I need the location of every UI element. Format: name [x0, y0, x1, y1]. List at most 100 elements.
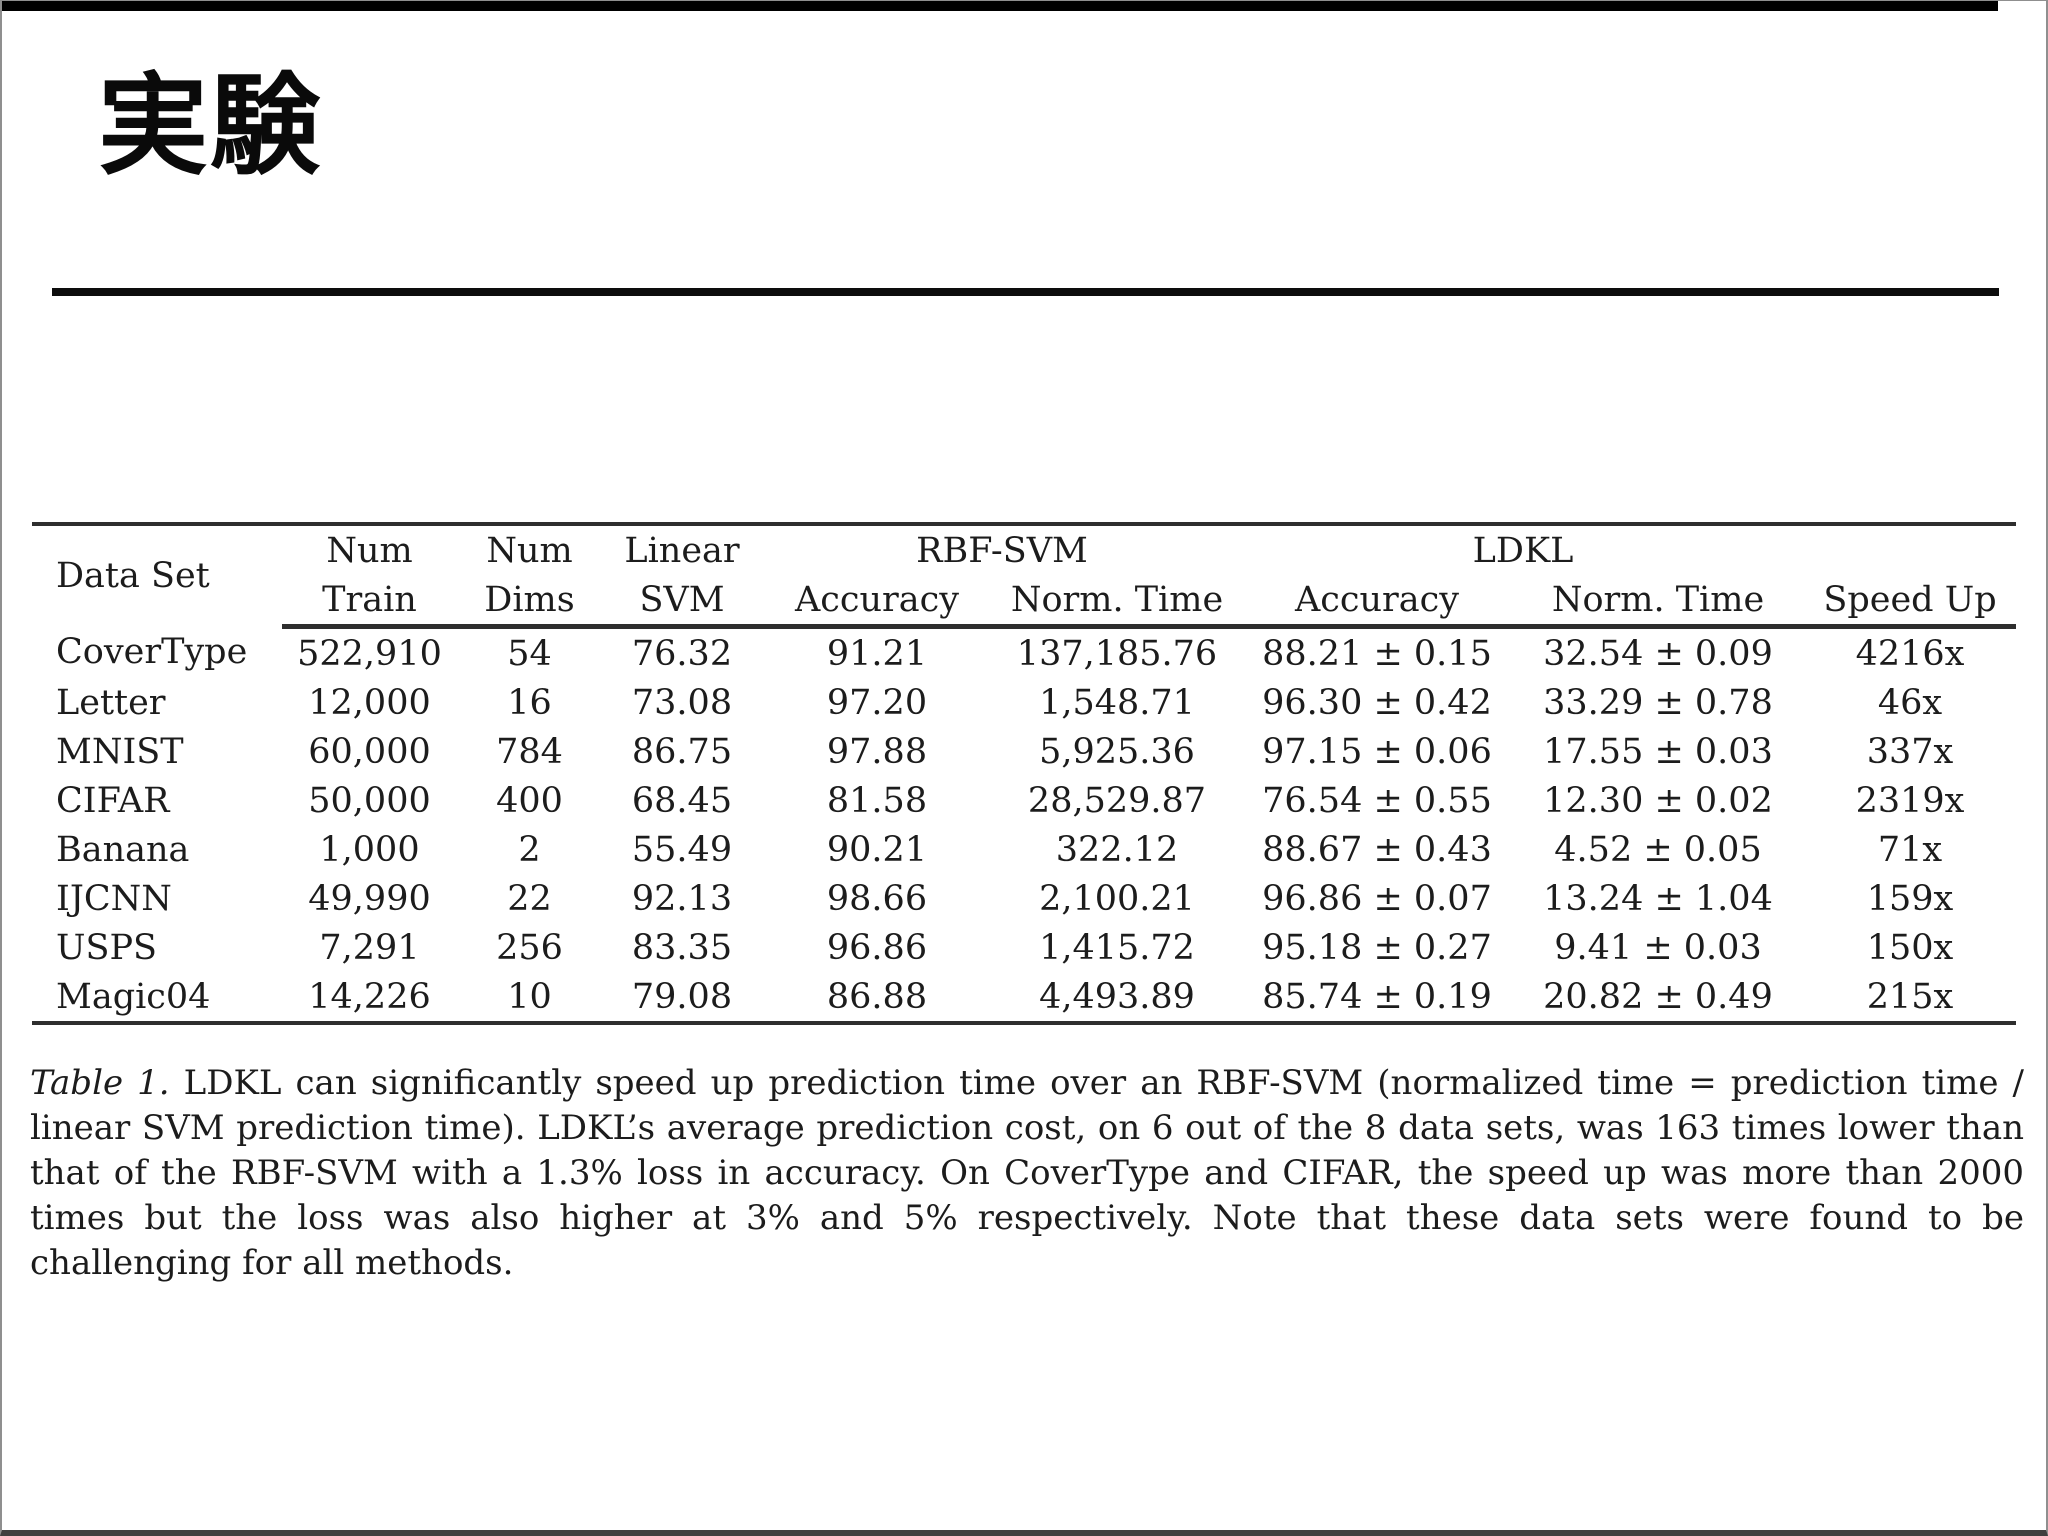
value-cell: 76.54 ± 0.55	[1262, 780, 1492, 821]
col-header-num-train-1: Num	[326, 530, 413, 571]
value-cell: 215x	[1866, 976, 1954, 1017]
col-group-ldkl: LDKL	[1472, 530, 1574, 571]
value-cell: 88.21 ± 0.15	[1262, 633, 1492, 674]
table-row: MNIST 60,000 784 86.75 97.88 5,925.36 97.15 ± …	[32, 727, 2016, 776]
dataset-name-cell: Banana	[56, 829, 190, 870]
value-cell: 12.30 ± 0.02	[1543, 780, 1773, 821]
value-cell: 49,990	[308, 878, 431, 919]
col-header-num-dims-1: Num	[486, 530, 573, 571]
value-cell: 88.67 ± 0.43	[1262, 829, 1492, 870]
value-cell: 17.55 ± 0.03	[1543, 731, 1773, 772]
value-cell: 7,291	[319, 927, 420, 968]
value-cell: 97.20	[826, 682, 928, 723]
value-cell: 137,185.76	[1016, 633, 1218, 674]
value-cell: 83.35	[631, 927, 733, 968]
value-cell: 159x	[1866, 878, 1954, 919]
slide-title: 実験	[98, 61, 322, 190]
value-cell: 76.32	[631, 633, 733, 674]
value-cell: 400	[496, 780, 563, 821]
value-cell: 97.15 ± 0.06	[1262, 731, 1492, 772]
value-cell: 86.88	[826, 976, 928, 1017]
top-bar	[2, 1, 1998, 11]
value-cell: 522,910	[297, 633, 442, 674]
value-cell: 4216x	[1855, 633, 1965, 674]
value-cell: 96.86 ± 0.07	[1262, 878, 1492, 919]
value-cell: 50,000	[308, 780, 431, 821]
header-row-2: Train Dims SVM Accuracy Norm. Time Accur…	[32, 575, 2016, 629]
dataset-name-cell: MNIST	[56, 731, 184, 772]
col-header-num-train-2: Train	[282, 575, 457, 629]
value-cell: 4.52 ± 0.05	[1554, 829, 1762, 870]
results-table-wrap: Data Set Num Num Linear RBF-SVM LDKL Tra…	[32, 522, 2016, 1025]
value-cell: 73.08	[631, 682, 733, 723]
value-cell: 28,529.87	[1027, 780, 1207, 821]
value-cell: 71x	[1877, 829, 1943, 870]
value-cell: 337x	[1866, 731, 1954, 772]
dataset-name-cell: IJCNN	[56, 878, 172, 919]
value-cell: 85.74 ± 0.19	[1262, 976, 1492, 1017]
table-row: CIFAR 50,000 400 68.45 81.58 28,529.87 76.54 ±…	[32, 776, 2016, 825]
table-row: IJCNN 49,990 22 92.13 98.66 2,100.21 96.86 ± 0…	[32, 874, 2016, 923]
table-row: Letter 12,000 16 73.08 97.20 1,548.71 96.30 ± …	[32, 678, 2016, 727]
value-cell: 81.58	[826, 780, 928, 821]
table-header: Data Set Num Num Linear RBF-SVM LDKL Tra…	[32, 524, 2016, 629]
col-header-num-dims-2: Dims	[457, 575, 602, 629]
value-cell: 322.12	[1055, 829, 1179, 870]
value-cell: 150x	[1866, 927, 1954, 968]
table-caption: Table 1. LDKL can significantly speed up…	[30, 1061, 2024, 1286]
col-header-data-set: Data Set	[56, 556, 210, 597]
col-header-linear-svm-1: Linear	[624, 530, 740, 571]
col-header-speedup-spacer	[1804, 524, 2016, 575]
dataset-name-cell: USPS	[56, 927, 158, 968]
table-row: Banana 1,000 2 55.49 90.21 322.12 88.67 ± 0.43…	[32, 825, 2016, 874]
value-cell: 55.49	[631, 829, 733, 870]
value-cell: 46x	[1877, 682, 1943, 723]
value-cell: 91.21	[826, 633, 928, 674]
value-cell: 68.45	[631, 780, 733, 821]
value-cell: 12,000	[308, 682, 431, 723]
value-cell: 22	[507, 878, 552, 919]
value-cell: 32.54 ± 0.09	[1543, 633, 1773, 674]
value-cell: 97.88	[826, 731, 928, 772]
value-cell: 92.13	[631, 878, 733, 919]
col-header-rbf-norm-time: Norm. Time	[992, 575, 1242, 629]
value-cell: 16	[507, 682, 552, 723]
value-cell: 256	[496, 927, 563, 968]
value-cell: 10	[507, 976, 552, 1017]
caption-text: LDKL can significantly speed up predicti…	[30, 1063, 2024, 1283]
col-header-speed-up: Speed Up	[1804, 575, 2016, 629]
caption-label: Table 1.	[30, 1063, 170, 1103]
dataset-name-cell: Magic04	[56, 976, 211, 1017]
value-cell: 98.66	[826, 878, 928, 919]
col-group-rbf-svm: RBF-SVM	[916, 530, 1088, 571]
value-cell: 2319x	[1855, 780, 1965, 821]
col-header-ldkl-accuracy: Accuracy	[1242, 575, 1512, 629]
results-table: Data Set Num Num Linear RBF-SVM LDKL Tra…	[32, 522, 2016, 1025]
dataset-name-cell: CoverType	[56, 632, 248, 673]
value-cell: 86.75	[631, 731, 733, 772]
value-cell: 4,493.89	[1039, 976, 1195, 1017]
value-cell: 90.21	[826, 829, 928, 870]
value-cell: 96.30 ± 0.42	[1262, 682, 1492, 723]
value-cell: 2,100.21	[1039, 878, 1195, 919]
value-cell: 95.18 ± 0.27	[1262, 927, 1492, 968]
col-header-rbf-accuracy: Accuracy	[762, 575, 992, 629]
value-cell: 1,000	[319, 829, 420, 870]
value-cell: 1,415.72	[1039, 927, 1195, 968]
value-cell: 784	[496, 731, 563, 772]
col-header-linear-svm-2: SVM	[602, 575, 762, 629]
value-cell: 13.24 ± 1.04	[1543, 878, 1773, 919]
value-cell: 1,548.71	[1039, 682, 1195, 723]
table-row: USPS 7,291 256 83.35 96.86 1,415.72 95.18 ± 0.…	[32, 923, 2016, 972]
value-cell: 20.82 ± 0.49	[1543, 976, 1773, 1017]
value-cell: 79.08	[631, 976, 733, 1017]
value-cell: 60,000	[308, 731, 431, 772]
table-row: Magic04 14,226 10 79.08 86.88 4,493.89 85.74 ±…	[32, 972, 2016, 1023]
dataset-name-cell: Letter	[56, 682, 166, 723]
dataset-name-cell: CIFAR	[56, 780, 170, 821]
value-cell: 2	[518, 829, 541, 870]
value-cell: 96.86	[826, 927, 928, 968]
value-cell: 33.29 ± 0.78	[1543, 682, 1773, 723]
col-header-ldkl-norm-time: Norm. Time	[1512, 575, 1804, 629]
value-cell: 54	[507, 633, 552, 674]
